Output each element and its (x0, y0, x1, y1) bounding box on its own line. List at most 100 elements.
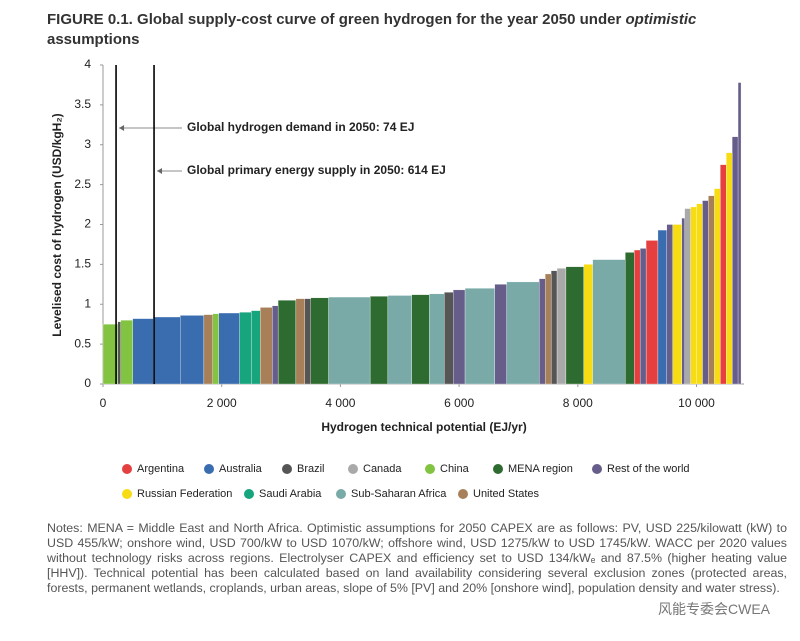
bar (714, 188, 721, 385)
y-tick-label: 3.5 (74, 97, 91, 111)
legend-label: Canada (363, 463, 402, 475)
legend-label: Sub-Saharan Africa (351, 488, 447, 500)
legend-label: Australia (219, 463, 263, 475)
bar (212, 313, 219, 385)
legend-marker (336, 489, 346, 499)
bar (304, 298, 311, 385)
bar (295, 298, 305, 385)
bar (239, 312, 252, 385)
bar (132, 318, 154, 385)
arrow-head (119, 125, 125, 131)
bar (657, 229, 667, 385)
legend-marker (493, 464, 503, 474)
bar (277, 300, 297, 385)
legend-label: United States (473, 488, 540, 500)
y-tick-label: 1.5 (74, 257, 91, 271)
legend-marker (204, 464, 214, 474)
bar (645, 240, 659, 385)
x-tick-label: 6 000 (444, 396, 474, 410)
legend-marker (122, 489, 132, 499)
legend-marker (592, 464, 602, 474)
legend-label: Argentina (137, 463, 185, 475)
bar (411, 294, 430, 385)
bar (102, 324, 118, 385)
bar (272, 305, 279, 385)
bar (702, 200, 709, 385)
bar (634, 249, 641, 385)
annotation: Global primary energy supply in 2050: 61… (187, 163, 446, 177)
notes: Notes: MENA = Middle East and North Afri… (47, 521, 787, 595)
bar (731, 136, 739, 385)
bar (684, 208, 691, 385)
bar (550, 270, 558, 385)
annotation: Global hydrogen demand in 2050: 74 EJ (187, 120, 414, 134)
x-axis-label: Hydrogen technical potential (EJ/yr) (321, 420, 526, 434)
bar (444, 292, 454, 385)
bar (666, 224, 673, 385)
bar (464, 288, 495, 385)
bar (556, 268, 567, 385)
bar (726, 152, 733, 385)
bar (672, 224, 682, 385)
bar (565, 266, 584, 385)
legend-marker (282, 464, 292, 474)
bar (720, 164, 727, 385)
bar (592, 259, 626, 385)
y-tick-label: 1 (84, 296, 91, 310)
bar (690, 206, 697, 385)
bar (639, 248, 647, 385)
legend-label: Saudi Arabia (259, 488, 322, 500)
bar (260, 307, 273, 385)
bar (117, 321, 121, 385)
legend-marker (122, 464, 132, 474)
arrow-head (157, 168, 163, 174)
bar (328, 296, 371, 385)
bar (203, 314, 213, 385)
bar (583, 264, 593, 385)
legend-label: Russian Federation (137, 488, 232, 500)
title-emphasis: optimistic (625, 11, 697, 28)
y-tick-label: 4 (84, 57, 91, 71)
bar (251, 310, 261, 385)
legend-marker (425, 464, 435, 474)
x-tick-label: 0 (100, 396, 107, 410)
bar (180, 315, 205, 385)
bar (494, 284, 507, 385)
y-tick-label: 0 (84, 376, 91, 390)
bar (310, 297, 329, 385)
x-tick-label: 10 000 (678, 396, 715, 410)
y-axis-label: Levelised cost of hydrogen (USD/kgH₂) (50, 113, 64, 336)
bar (708, 195, 715, 385)
legend-marker (458, 489, 468, 499)
y-tick-label: 3 (84, 137, 91, 151)
bar (153, 316, 181, 385)
bar (681, 217, 685, 385)
bar (696, 203, 703, 385)
bar (429, 293, 445, 385)
bar (218, 312, 240, 385)
bar (737, 82, 742, 385)
bar (120, 320, 133, 385)
bar (387, 295, 412, 385)
x-tick-label: 4 000 (325, 396, 355, 410)
legend-label: MENA region (508, 463, 573, 475)
legend-label: Brazil (297, 463, 325, 475)
legend-marker (348, 464, 358, 474)
bar (625, 252, 635, 385)
y-tick-label: 2.5 (74, 177, 91, 191)
y-tick-label: 2 (84, 217, 91, 231)
bar (453, 289, 466, 385)
title-text: assumptions (47, 31, 140, 48)
legend-label: Rest of the world (607, 463, 690, 475)
legend-marker (244, 489, 254, 499)
chart-title: FIGURE 0.1. Global supply-cost curve of … (47, 10, 787, 50)
x-tick-label: 8 000 (563, 396, 593, 410)
bar (545, 273, 552, 385)
x-tick-label: 2 000 (207, 396, 237, 410)
title-text: FIGURE 0.1. Global supply-cost curve of … (47, 11, 626, 28)
legend-label: China (440, 463, 470, 475)
y-tick-label: 0.5 (74, 336, 91, 350)
bar (539, 278, 546, 385)
